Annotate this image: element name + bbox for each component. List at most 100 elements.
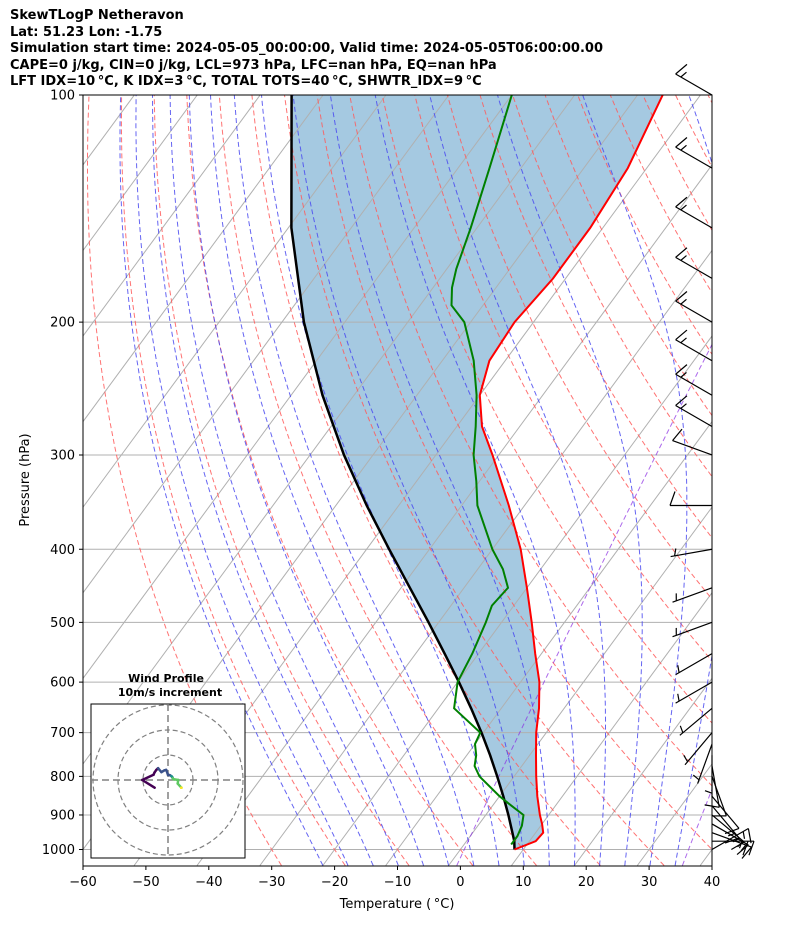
wind-barb-staff (670, 548, 713, 558)
wind-barb-half-flag (704, 790, 713, 794)
wind-barb-half-flag (673, 548, 677, 556)
moist-adiabat (210, 95, 450, 866)
moist-adiabats (119, 95, 712, 866)
wind-barb-flag (669, 491, 676, 506)
mixing-ratio-line (456, 343, 712, 866)
dry-adiabat (414, 95, 712, 662)
y-axis-ticks: 100 200 300 400 500 600 700 800 900 1000 (42, 89, 83, 858)
hodograph (91, 704, 245, 858)
dry-adiabats (87, 95, 794, 866)
dry-adiabat (284, 95, 665, 866)
wind-barb-half-flag (680, 144, 687, 151)
dry-adiabat (707, 95, 712, 104)
mixing-ratio-line (681, 788, 712, 866)
wind-barb-staff (675, 404, 713, 427)
x-tick-label: 40 (704, 875, 721, 890)
wind-barb-half-flag (680, 371, 687, 378)
wind-barb-half-flag (738, 841, 743, 849)
isotherm-gridline (83, 95, 261, 337)
cape-cin-shading (291, 95, 663, 850)
cape-line: CAPE=0 j/kg, CIN=0 j/kg, LCL=973 hPa, LF… (10, 57, 497, 73)
profile-lines (290, 95, 664, 851)
wind-barb-flag (741, 846, 752, 859)
wind-barb-half-flag (680, 255, 687, 261)
moist-adiabat (674, 95, 712, 866)
dry-adiabat (153, 95, 410, 866)
moist-adiabat (135, 95, 349, 866)
wind-barb (672, 428, 713, 456)
wind-barb-half-flag (692, 774, 700, 781)
y-tick-label: 600 (50, 676, 75, 691)
dry-adiabat (741, 95, 794, 866)
wind-barb-staff (675, 73, 713, 96)
temperature-line (478, 95, 664, 851)
wind-barb-half-flag (680, 337, 687, 344)
wind-barb (711, 827, 752, 851)
wind-barb (711, 832, 752, 859)
dewpoint-line (450, 95, 525, 846)
moist-adiabat (233, 95, 475, 866)
wind-barb-staff (679, 707, 713, 736)
wind-barb-half-flag (677, 665, 680, 673)
wind-barb-half-flag (680, 204, 687, 211)
moist-adiabat (329, 95, 550, 866)
x-tick-label: −60 (69, 875, 96, 890)
isotherm-gridline (83, 95, 198, 252)
isotherm-gridline (385, 420, 712, 866)
isotherm-gridline (83, 95, 513, 680)
y-tick-label: 100 (50, 89, 75, 104)
wind-profile-inset: Wind Profile 10m/s increment (90, 672, 246, 859)
wind-barb-half-flag (677, 693, 680, 702)
moist-adiabat (169, 95, 399, 866)
moist-adiabat (119, 95, 324, 866)
y-axis-label: Pressure (hPa) (18, 433, 33, 526)
dry-adiabat (120, 95, 346, 866)
wind-barb-flag (747, 828, 752, 844)
wind-barb (675, 247, 713, 279)
wind-barb-staff (672, 440, 713, 456)
isotherm-gridline (196, 164, 712, 866)
wind-barb-staff (675, 256, 713, 279)
wind-barb-flag (675, 395, 688, 406)
isotherm-gridline (448, 506, 712, 866)
cin-shading (291, 95, 663, 850)
wind-barbs (669, 63, 755, 859)
wind-barb-staff (711, 827, 749, 851)
y-tick-label: 400 (50, 543, 75, 558)
wind-barb-staff (684, 732, 713, 766)
x-tick-label: 30 (641, 875, 658, 890)
wind-barb (692, 743, 713, 784)
wind-barb-flag (675, 63, 688, 75)
x-axis-ticks: −60 −50 −40 −30 −20 −10 0 10 20 30 40 (69, 866, 720, 890)
location-line: Lat: 51.23 Lon: -1.75 (10, 24, 163, 40)
wind-barb-flag (675, 364, 688, 375)
wind-barb (712, 840, 755, 856)
isotherm-gridline (322, 335, 712, 866)
wind-barb-flag (675, 291, 688, 302)
dry-adiabat (446, 95, 712, 600)
dry-adiabat (349, 95, 712, 787)
x-tick-label: −50 (132, 875, 159, 890)
x-axis-label: Temperature ( °C) (339, 897, 455, 912)
dry-adiabat (251, 95, 601, 866)
wind-barb (704, 755, 713, 798)
plot-area (83, 95, 794, 866)
y-tick-label: 300 (50, 448, 75, 463)
wind-barb-staff (672, 587, 713, 603)
y-tick-label: 1000 (42, 843, 75, 858)
moist-adiabat (188, 95, 424, 866)
inset-title: Wind Profile (128, 672, 204, 685)
dry-adiabat (577, 95, 712, 356)
wind-barb (675, 63, 713, 96)
x-tick-label: −30 (258, 875, 285, 890)
isotherm-gridline (636, 763, 712, 866)
moist-adiabat (261, 95, 500, 866)
wind-barb-half-flag (680, 403, 687, 409)
wind-barb-staff (675, 146, 713, 169)
time-line: Simulation start time: 2024-05-05_00:00:… (10, 41, 603, 56)
wind-barb (669, 491, 712, 507)
wind-barb (675, 196, 713, 229)
wind-barb (672, 587, 713, 603)
wind-barb-staff (711, 795, 740, 829)
y-tick-label: 200 (50, 316, 75, 331)
